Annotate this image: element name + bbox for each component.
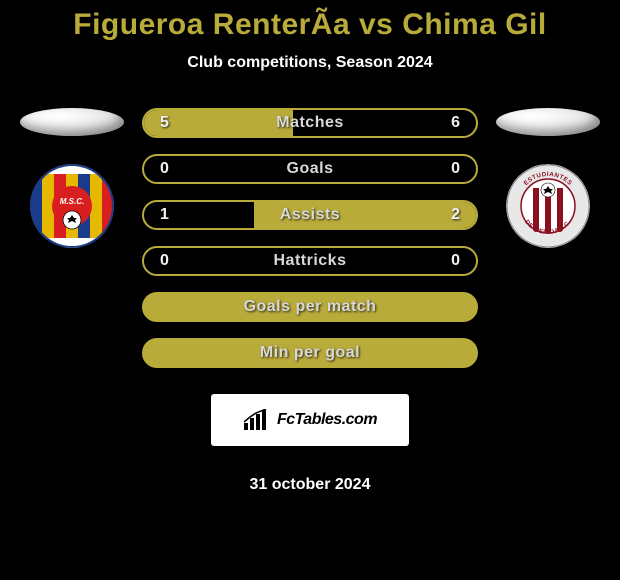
stat-label: Matches bbox=[276, 114, 344, 132]
stat-label: Min per goal bbox=[260, 344, 360, 362]
stat-left-value: 5 bbox=[160, 114, 169, 132]
left-club-badge: M.S.C. bbox=[30, 164, 114, 248]
stat-label: Goals bbox=[287, 160, 334, 178]
stat-left-value: 0 bbox=[160, 160, 169, 178]
main-row: M.S.C. 5 Matches 6 0 Goals 0 bbox=[0, 108, 620, 494]
svg-text:M.S.C.: M.S.C. bbox=[60, 197, 84, 206]
stat-label: Hattricks bbox=[274, 252, 347, 270]
stat-row-goals-per-match: Goals per match bbox=[142, 292, 478, 322]
stat-row-matches: 5 Matches 6 bbox=[142, 108, 478, 138]
stat-row-min-per-goal: Min per goal bbox=[142, 338, 478, 368]
page-title: Figueroa RenterÃ­a vs Chima Gil bbox=[0, 8, 620, 42]
stat-right-value: 0 bbox=[451, 252, 460, 270]
right-club-badge: ESTUDIANTES DE MERIDA F.C. bbox=[506, 164, 590, 248]
stat-row-hattricks: 0 Hattricks 0 bbox=[142, 246, 478, 276]
stat-left-value: 1 bbox=[160, 206, 169, 224]
subtitle: Club competitions, Season 2024 bbox=[0, 54, 620, 72]
bars-icon bbox=[243, 409, 271, 431]
watermark-text: FcTables.com bbox=[277, 411, 377, 429]
watermark: FcTables.com bbox=[211, 394, 409, 446]
stat-row-goals: 0 Goals 0 bbox=[142, 154, 478, 184]
stat-label: Assists bbox=[280, 206, 340, 224]
stat-right-value: 0 bbox=[451, 160, 460, 178]
stat-right-value: 2 bbox=[451, 206, 460, 224]
left-player-ellipse bbox=[20, 108, 124, 136]
right-player-ellipse bbox=[496, 108, 600, 136]
stat-label: Goals per match bbox=[244, 298, 377, 316]
stat-row-assists: 1 Assists 2 bbox=[142, 200, 478, 230]
stat-left-value: 0 bbox=[160, 252, 169, 270]
stats-column: 5 Matches 6 0 Goals 0 1 Assists 2 bbox=[142, 108, 478, 494]
left-player-col: M.S.C. bbox=[20, 108, 124, 248]
right-player-col: ESTUDIANTES DE MERIDA F.C. bbox=[496, 108, 600, 248]
stat-right-value: 6 bbox=[451, 114, 460, 132]
date-label: 31 october 2024 bbox=[250, 476, 371, 494]
comparison-infographic: Figueroa RenterÃ­a vs Chima Gil Club com… bbox=[0, 0, 620, 494]
